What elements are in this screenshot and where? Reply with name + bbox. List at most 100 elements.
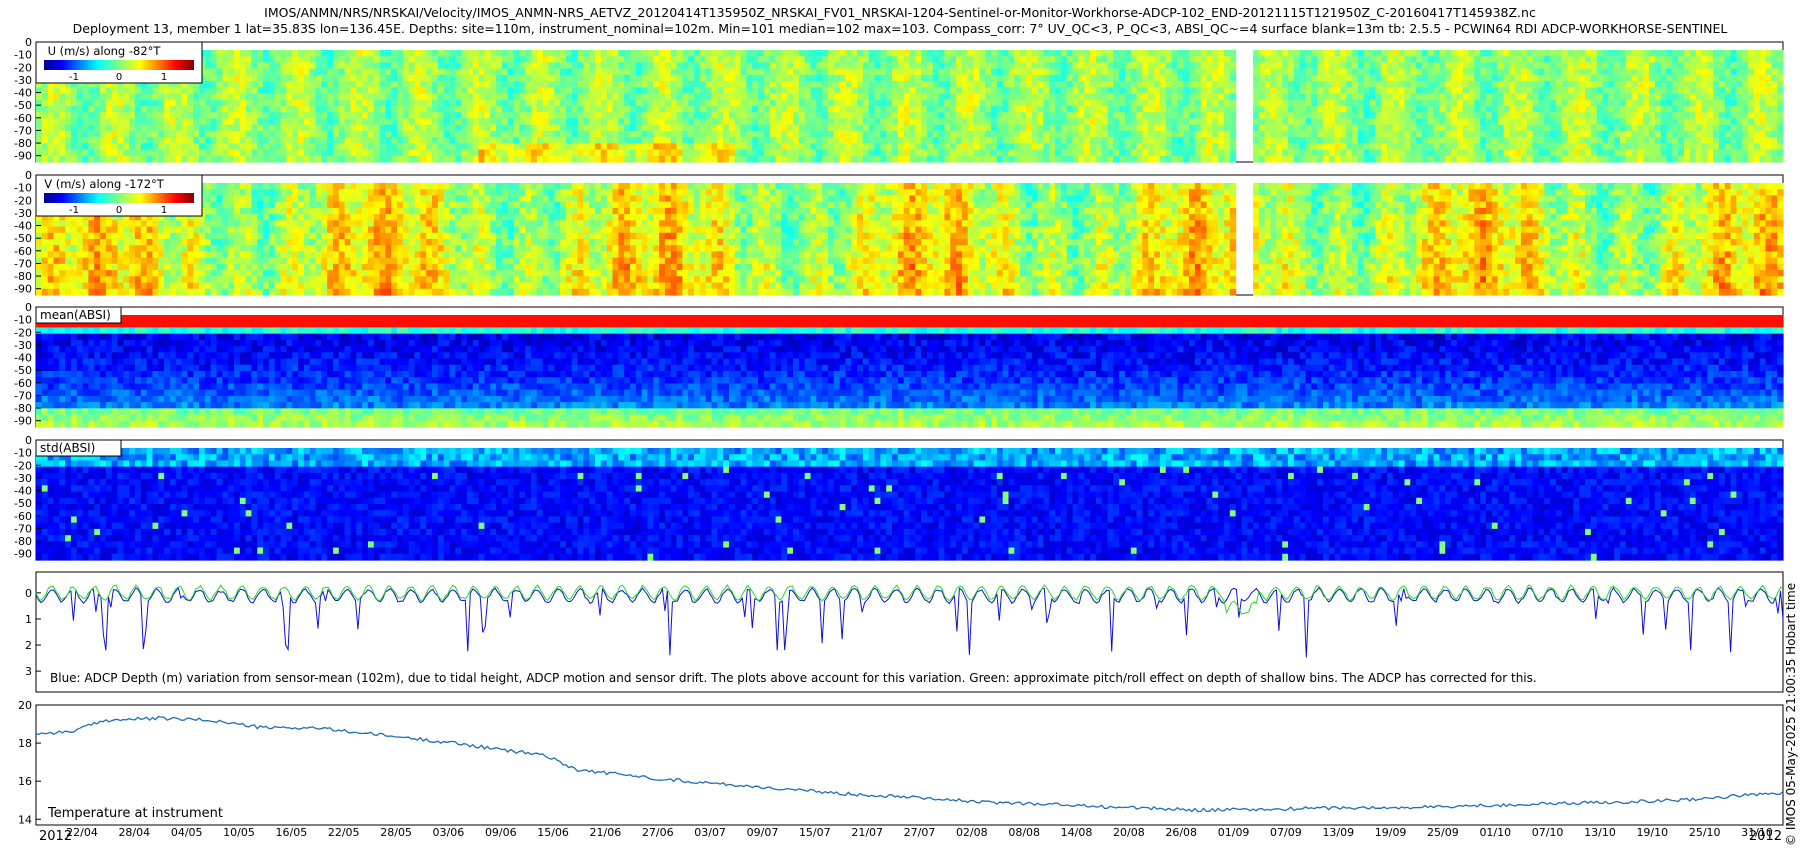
heatmap-cell — [1119, 106, 1126, 113]
heatmap-cell — [1037, 118, 1045, 126]
heatmap-cell — [402, 137, 410, 144]
heatmap-cell — [268, 124, 276, 132]
heatmap-cell — [536, 81, 544, 88]
heatmap-cell — [874, 124, 881, 132]
heatmap-cell — [1154, 50, 1161, 57]
heatmap-cell — [350, 137, 357, 144]
heatmap-cell — [1229, 50, 1237, 57]
heatmap-cell — [391, 130, 398, 138]
heatmap-cell — [222, 130, 229, 138]
heatmap-cell — [1451, 93, 1458, 101]
heatmap-cell — [1066, 50, 1074, 57]
heatmap-cell — [624, 62, 631, 70]
heatmap-cell — [1433, 87, 1441, 95]
heatmap-cell — [804, 50, 812, 57]
heatmap-cell — [449, 118, 456, 126]
heatmap-cell — [781, 124, 788, 132]
heatmap-cell — [356, 143, 363, 151]
heatmap-cell — [816, 62, 823, 70]
heatmap-cell — [833, 99, 841, 107]
heatmap-cell — [1375, 149, 1382, 157]
heatmap-cell — [600, 130, 608, 138]
heatmap-cell — [1421, 62, 1429, 70]
heatmap-cell — [1171, 130, 1178, 138]
heatmap-cell — [1590, 81, 1598, 88]
u-heatmap — [36, 50, 1784, 163]
heatmap-cell — [402, 56, 410, 64]
heatmap-cell — [1509, 81, 1516, 88]
heatmap-cell — [1154, 56, 1161, 64]
heatmap-cell — [839, 99, 847, 107]
heatmap-cell — [932, 155, 940, 163]
heatmap-cell — [1515, 137, 1522, 144]
heatmap-cell — [589, 118, 596, 126]
heatmap-cell — [717, 74, 724, 82]
heatmap-cell — [65, 93, 72, 101]
heatmap-cell — [1456, 87, 1464, 95]
heatmap-cell — [461, 118, 468, 126]
heatmap-cell — [1136, 74, 1144, 82]
heatmap-cell — [111, 112, 119, 120]
heatmap-cell — [70, 143, 78, 151]
heatmap-cell — [670, 56, 678, 64]
heatmap-cell — [397, 137, 404, 144]
heatmap-cell — [839, 87, 847, 95]
heatmap-cell — [1165, 149, 1173, 157]
heatmap-cell — [1288, 93, 1295, 101]
heatmap-cell — [1451, 62, 1458, 70]
heatmap-cell — [65, 155, 72, 163]
heatmap-cell — [921, 68, 928, 76]
heatmap-cell — [1596, 81, 1604, 88]
heatmap-cell — [1497, 50, 1505, 57]
heatmap-cell — [268, 155, 276, 163]
heatmap-cell — [1229, 118, 1237, 126]
heatmap-cell — [1095, 99, 1103, 107]
heatmap-cell — [1101, 62, 1109, 70]
heatmap-cell — [181, 106, 188, 113]
heatmap-cell — [1305, 143, 1312, 151]
heatmap-cell — [1084, 81, 1091, 88]
heatmap-cell — [1509, 68, 1516, 76]
heatmap-cell — [1567, 143, 1574, 151]
heatmap-cell — [909, 74, 916, 82]
heatmap-cell — [1002, 106, 1010, 113]
heatmap-cell — [1165, 68, 1173, 76]
heatmap-cell — [950, 74, 957, 82]
heatmap-cell — [1253, 81, 1260, 88]
heatmap-cell — [1095, 137, 1103, 144]
heatmap-cell — [711, 155, 718, 163]
heatmap-cell — [1363, 50, 1371, 57]
heatmap-cell — [967, 62, 975, 70]
heatmap-cell — [1311, 124, 1318, 132]
heatmap-cell — [1282, 68, 1289, 76]
heatmap-cell — [886, 143, 893, 151]
heatmap-cell — [385, 118, 392, 126]
heatmap-cell — [1264, 56, 1272, 64]
heatmap-cell — [100, 155, 107, 163]
heatmap-cell — [845, 112, 852, 120]
heatmap-cell — [286, 62, 293, 70]
heatmap-cell — [979, 50, 986, 57]
heatmap-cell — [1649, 106, 1656, 113]
heatmap-cell — [1538, 99, 1545, 107]
heatmap-cell — [251, 56, 258, 64]
heatmap-cell — [874, 155, 881, 163]
heatmap-cell — [1590, 68, 1598, 76]
heatmap-cell — [1311, 137, 1318, 144]
heatmap-cell — [647, 106, 654, 113]
heatmap-cell — [1270, 118, 1277, 126]
heatmap-cell — [140, 99, 148, 107]
heatmap-cell — [152, 149, 159, 157]
heatmap-cell — [728, 137, 736, 144]
heatmap-cell — [332, 56, 340, 64]
heatmap-cell — [1177, 130, 1184, 138]
heatmap-cell — [1218, 130, 1225, 138]
heatmap-cell — [1515, 118, 1522, 126]
heatmap-cell — [944, 149, 951, 157]
heatmap-cell — [571, 149, 579, 157]
heatmap-cell — [723, 81, 730, 88]
heatmap-cell — [472, 99, 480, 107]
heatmap-cell — [193, 155, 200, 163]
heatmap-cell — [437, 99, 445, 107]
heatmap-cell — [938, 143, 946, 151]
